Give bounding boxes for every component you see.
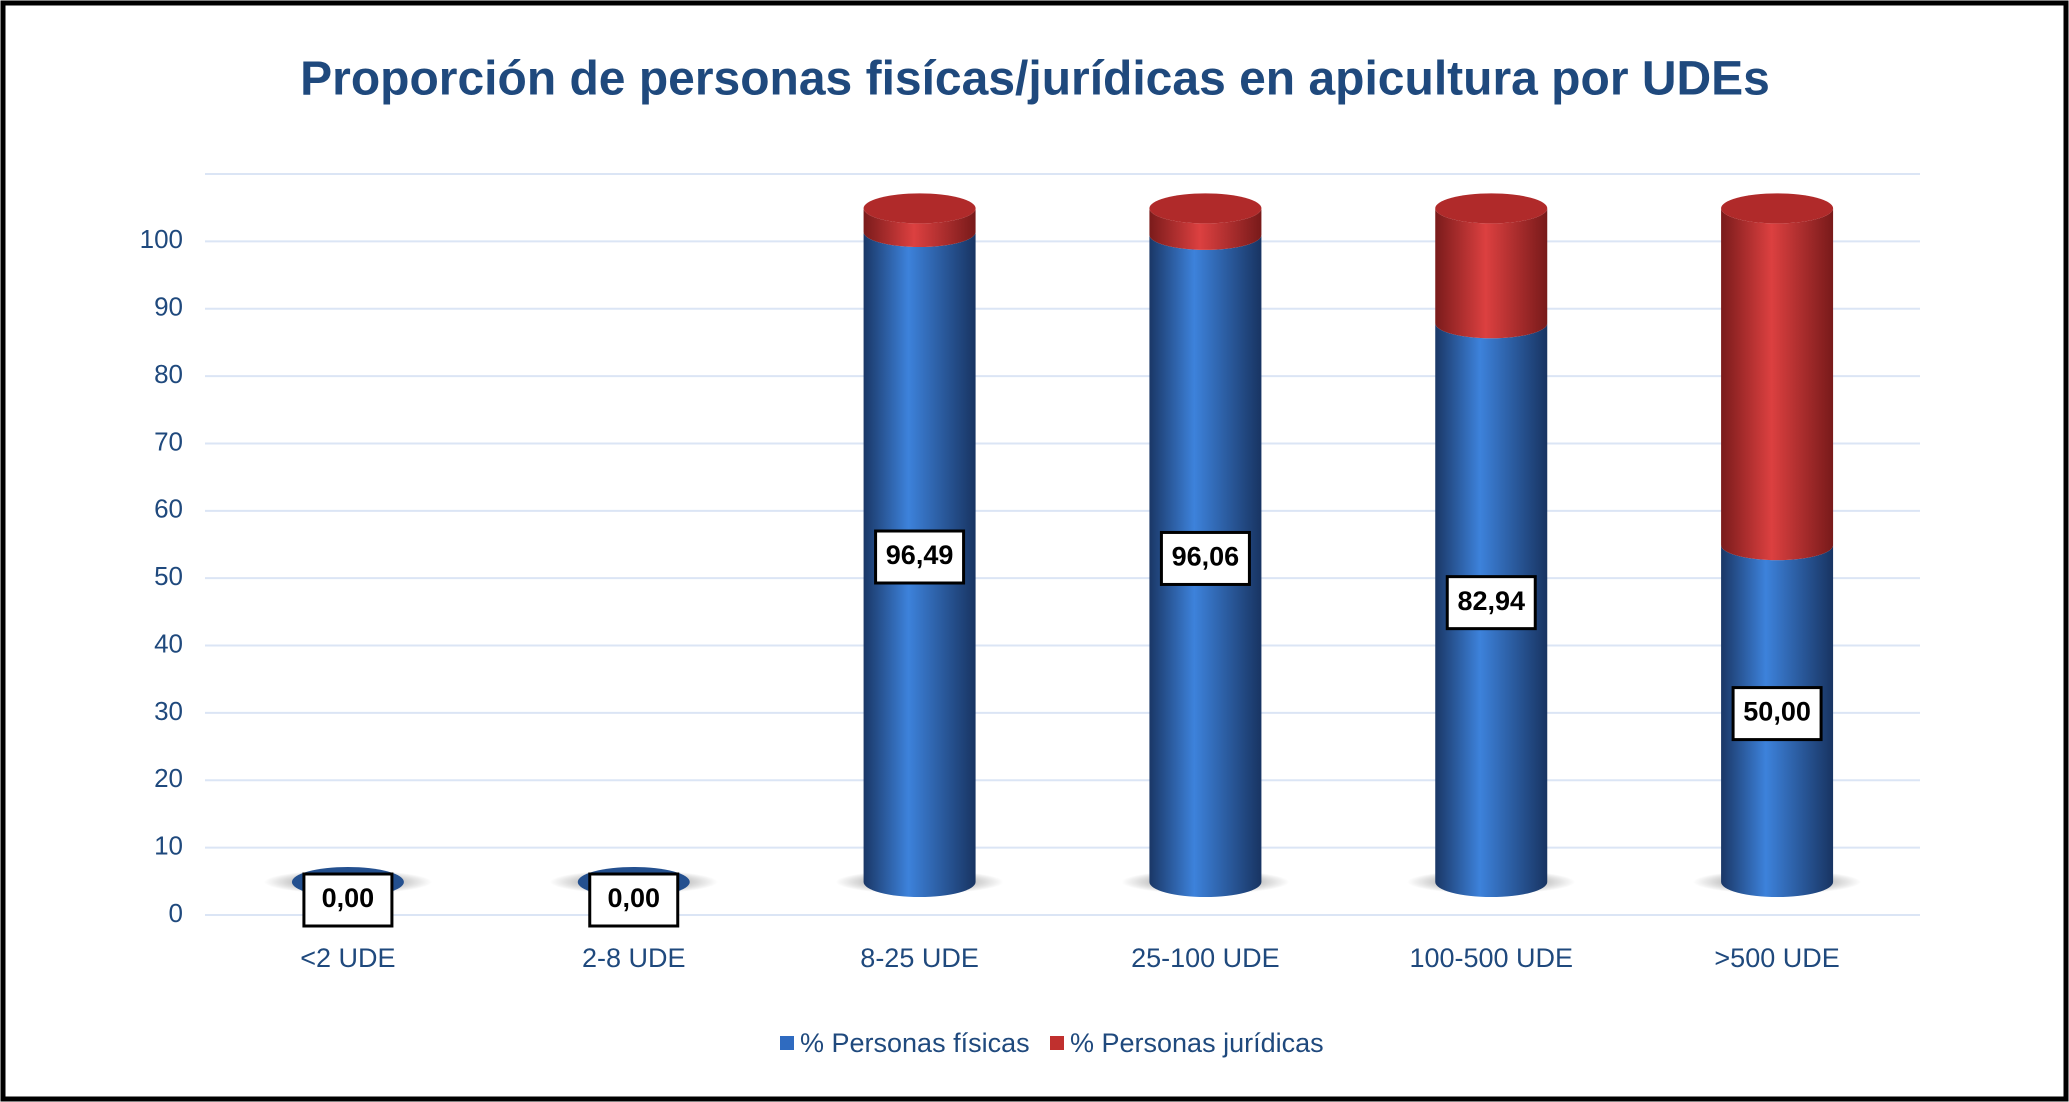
bar-top bbox=[1721, 193, 1834, 224]
y-tick-label: 70 bbox=[154, 426, 183, 456]
bar-segment bbox=[863, 208, 976, 248]
x-tick-label: 8-25 UDE bbox=[860, 943, 979, 973]
value-label-box bbox=[1159, 530, 1251, 586]
value-label-box bbox=[1731, 686, 1823, 742]
x-tick-label: 2-8 UDE bbox=[582, 943, 686, 973]
y-tick-label: 20 bbox=[154, 763, 183, 793]
y-tick-label: 100 bbox=[140, 224, 183, 254]
y-tick-label: 80 bbox=[154, 359, 183, 389]
y-tick-label: 60 bbox=[154, 494, 183, 524]
legend-label: % Personas jurídicas bbox=[1070, 1028, 1324, 1058]
value-label: 50,00 bbox=[1743, 697, 1811, 727]
y-tick-label: 30 bbox=[154, 696, 183, 726]
bar-top bbox=[1435, 193, 1548, 224]
x-tick-label: <2 UDE bbox=[300, 943, 395, 973]
y-tick-label: 50 bbox=[154, 561, 183, 591]
value-label-box bbox=[874, 529, 966, 585]
chart-title: Proporción de personas fisícas/jurídicas… bbox=[300, 53, 1770, 106]
y-tick-label: 40 bbox=[154, 628, 183, 658]
bar-top bbox=[863, 193, 976, 224]
bar-top bbox=[1149, 193, 1262, 224]
value-label: 0,00 bbox=[607, 883, 660, 913]
bar-segment bbox=[1149, 208, 1262, 250]
x-tick-label: 25-100 UDE bbox=[1131, 943, 1280, 973]
value-label-box bbox=[1445, 575, 1537, 631]
legend-swatch bbox=[780, 1036, 794, 1050]
value-label-box bbox=[588, 872, 680, 928]
value-label: 96,06 bbox=[1172, 542, 1240, 572]
bar-segment bbox=[1721, 208, 1834, 561]
x-tick-label: >500 UDE bbox=[1714, 943, 1839, 973]
legend-swatch bbox=[1050, 1036, 1064, 1050]
y-tick-label: 0 bbox=[169, 898, 183, 928]
value-label: 96,49 bbox=[886, 540, 954, 570]
legend-label: % Personas físicas bbox=[800, 1028, 1030, 1058]
value-label: 82,94 bbox=[1457, 586, 1525, 616]
bar-segment bbox=[1435, 208, 1548, 339]
y-tick-label: 90 bbox=[154, 292, 183, 322]
y-tick-label: 10 bbox=[154, 831, 183, 861]
x-tick-label: 100-500 UDE bbox=[1409, 943, 1573, 973]
value-label: 0,00 bbox=[322, 883, 375, 913]
value-label-box bbox=[302, 872, 394, 928]
